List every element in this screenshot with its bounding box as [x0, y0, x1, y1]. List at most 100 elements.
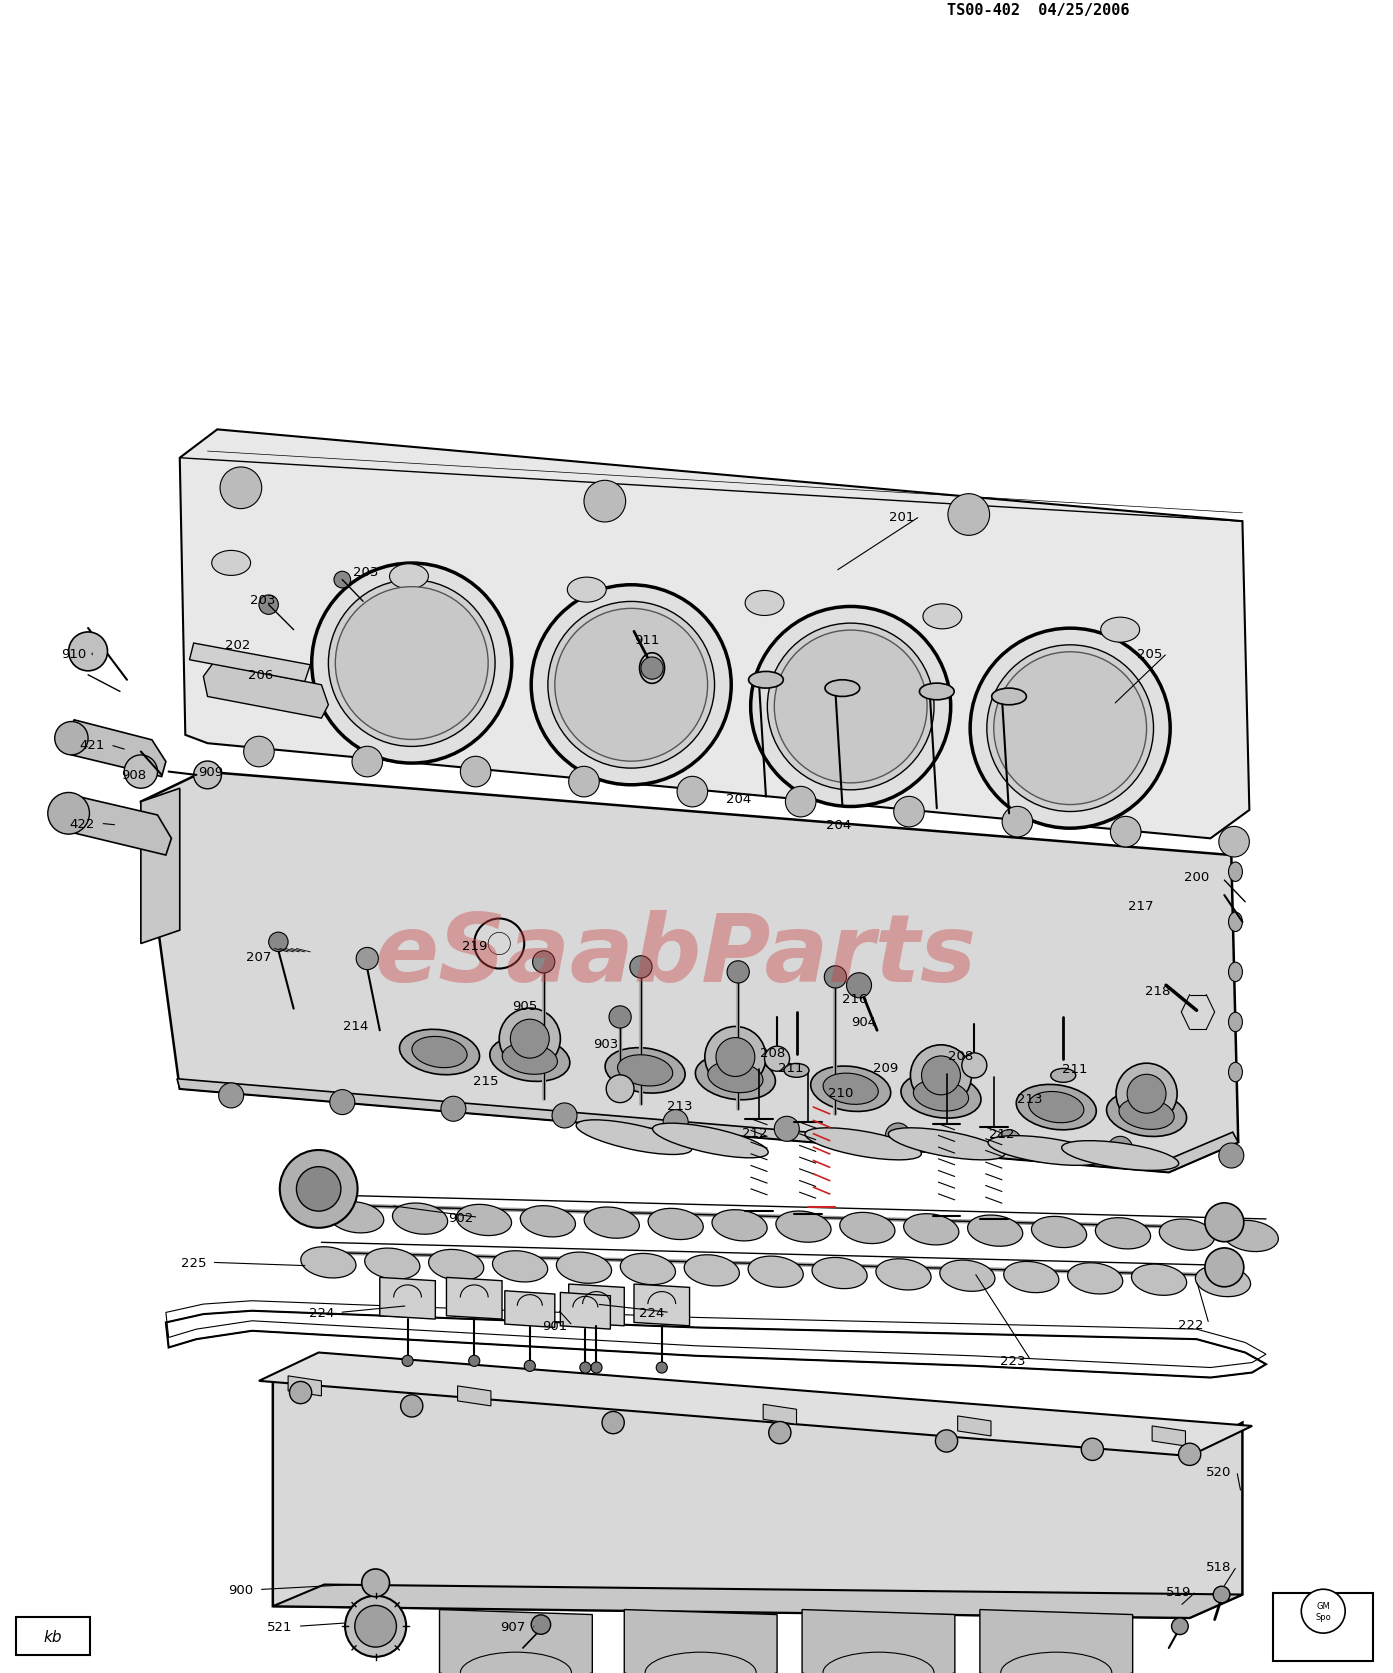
- Text: 905: 905: [511, 999, 536, 1012]
- Ellipse shape: [805, 1128, 921, 1159]
- Circle shape: [1081, 1439, 1103, 1461]
- Ellipse shape: [776, 1211, 832, 1243]
- Polygon shape: [141, 788, 180, 944]
- Polygon shape: [634, 1285, 690, 1327]
- Circle shape: [510, 1019, 549, 1059]
- Circle shape: [1219, 826, 1250, 858]
- Ellipse shape: [901, 1072, 981, 1119]
- Ellipse shape: [365, 1248, 419, 1280]
- Text: 218: 218: [1145, 984, 1170, 997]
- Circle shape: [280, 1151, 358, 1228]
- Circle shape: [947, 494, 989, 535]
- Circle shape: [705, 1027, 766, 1087]
- Text: 519: 519: [1166, 1584, 1191, 1598]
- Circle shape: [568, 766, 599, 798]
- Ellipse shape: [1004, 1261, 1059, 1293]
- Circle shape: [460, 756, 490, 788]
- Ellipse shape: [577, 1121, 692, 1154]
- Ellipse shape: [390, 564, 429, 589]
- Circle shape: [312, 564, 511, 763]
- Circle shape: [775, 631, 928, 783]
- Circle shape: [345, 1596, 407, 1656]
- Ellipse shape: [1031, 1216, 1087, 1248]
- Circle shape: [579, 1362, 591, 1374]
- Text: 203: 203: [251, 594, 276, 607]
- Text: 911: 911: [634, 634, 659, 647]
- Polygon shape: [288, 1375, 322, 1395]
- Circle shape: [336, 587, 488, 739]
- Text: 209: 209: [873, 1061, 898, 1074]
- Bar: [15, 1618, 89, 1655]
- Circle shape: [524, 1360, 535, 1372]
- Circle shape: [663, 1109, 688, 1134]
- Bar: [1273, 1593, 1373, 1661]
- Text: 903: 903: [593, 1037, 618, 1051]
- Text: 901: 901: [542, 1320, 567, 1332]
- Circle shape: [591, 1362, 602, 1374]
- Ellipse shape: [1229, 912, 1243, 932]
- Circle shape: [847, 974, 872, 999]
- Ellipse shape: [1095, 1218, 1151, 1250]
- Polygon shape: [189, 644, 311, 683]
- Circle shape: [961, 1054, 986, 1077]
- Circle shape: [532, 952, 554, 974]
- Ellipse shape: [400, 1029, 479, 1076]
- Text: TS00-402  04/25/2006: TS00-402 04/25/2006: [946, 3, 1130, 18]
- Ellipse shape: [811, 1066, 890, 1113]
- Ellipse shape: [712, 1210, 768, 1241]
- Text: 223: 223: [1000, 1355, 1027, 1367]
- Ellipse shape: [1229, 1012, 1243, 1032]
- Circle shape: [768, 624, 935, 790]
- Text: 210: 210: [829, 1086, 854, 1099]
- Polygon shape: [380, 1278, 436, 1320]
- Ellipse shape: [429, 1250, 483, 1282]
- Circle shape: [716, 1037, 755, 1077]
- Text: 212: 212: [742, 1126, 768, 1139]
- Circle shape: [606, 1076, 634, 1103]
- Ellipse shape: [648, 1208, 703, 1240]
- Ellipse shape: [212, 550, 251, 576]
- Text: 219: 219: [461, 939, 488, 952]
- Text: 204: 204: [726, 793, 751, 805]
- Ellipse shape: [1195, 1266, 1251, 1297]
- Ellipse shape: [1159, 1220, 1215, 1250]
- Ellipse shape: [745, 591, 784, 616]
- Polygon shape: [141, 773, 1238, 1173]
- Ellipse shape: [520, 1206, 575, 1236]
- Circle shape: [220, 468, 262, 509]
- Text: eSaabParts: eSaabParts: [375, 910, 976, 1002]
- Polygon shape: [957, 1415, 990, 1435]
- Text: 202: 202: [226, 639, 251, 652]
- Ellipse shape: [1131, 1265, 1187, 1295]
- Ellipse shape: [1229, 1062, 1243, 1082]
- Text: 211: 211: [1061, 1062, 1087, 1076]
- Circle shape: [1301, 1589, 1346, 1633]
- Ellipse shape: [992, 689, 1027, 706]
- Circle shape: [677, 776, 708, 808]
- Circle shape: [825, 967, 847, 989]
- Text: 206: 206: [248, 669, 273, 683]
- Circle shape: [1213, 1586, 1230, 1603]
- Circle shape: [1107, 1136, 1133, 1161]
- Text: 224: 224: [639, 1307, 664, 1318]
- Circle shape: [765, 1047, 790, 1071]
- Ellipse shape: [329, 1201, 383, 1233]
- Text: 521: 521: [267, 1619, 293, 1633]
- Ellipse shape: [1017, 1084, 1096, 1131]
- Ellipse shape: [823, 1074, 878, 1104]
- Circle shape: [609, 1005, 631, 1029]
- Polygon shape: [802, 1609, 954, 1673]
- Circle shape: [1002, 806, 1032, 838]
- Ellipse shape: [876, 1260, 931, 1290]
- Circle shape: [259, 596, 279, 616]
- Circle shape: [1172, 1618, 1188, 1635]
- Ellipse shape: [1119, 1099, 1174, 1129]
- Ellipse shape: [1067, 1263, 1123, 1295]
- Ellipse shape: [1100, 617, 1139, 642]
- Text: 910: 910: [61, 647, 86, 661]
- Circle shape: [442, 1096, 465, 1121]
- Circle shape: [1116, 1064, 1177, 1124]
- Ellipse shape: [1028, 1092, 1084, 1123]
- Text: 422: 422: [70, 818, 95, 830]
- Text: 908: 908: [121, 770, 146, 781]
